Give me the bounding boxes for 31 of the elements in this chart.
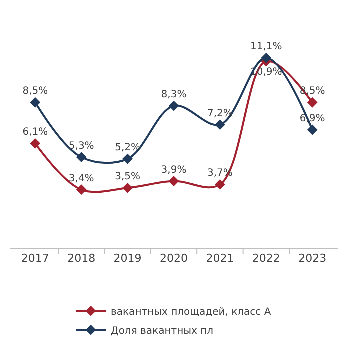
point (30, 97, 41, 108)
x-tick-label: 2021 (206, 252, 234, 266)
point (307, 97, 318, 108)
data-label: 6,1% (22, 127, 48, 138)
point (215, 180, 226, 190)
data-label: 8,3% (161, 90, 187, 101)
x-tick-label: 2022 (252, 252, 280, 266)
data-label: 5,2% (115, 142, 141, 154)
point (30, 138, 41, 149)
x-tick-label: 2020 (160, 252, 188, 266)
legend-label: Доля вакантных пл (111, 326, 214, 337)
x-tick-label: 2023 (298, 252, 327, 266)
point (215, 120, 226, 130)
legend-label: вакантных площадей, класс А (111, 307, 272, 318)
data-label: 5,3% (68, 140, 94, 152)
point (76, 184, 87, 196)
data-label: 3,5% (115, 172, 141, 183)
data-label: 3,9% (161, 164, 187, 176)
x-tick-label: 2019 (114, 252, 142, 266)
point (122, 154, 133, 164)
data-label: 3,4% (68, 173, 94, 184)
data-label: 11,1% (250, 42, 282, 53)
data-label: 8,5% (22, 86, 48, 98)
point (307, 124, 318, 136)
x-tick-label: 2018 (68, 252, 96, 266)
point (168, 100, 180, 112)
point (261, 52, 272, 64)
point (168, 176, 180, 186)
point (76, 152, 87, 163)
point (122, 182, 133, 194)
x-tick-label: 2017 (21, 252, 50, 266)
